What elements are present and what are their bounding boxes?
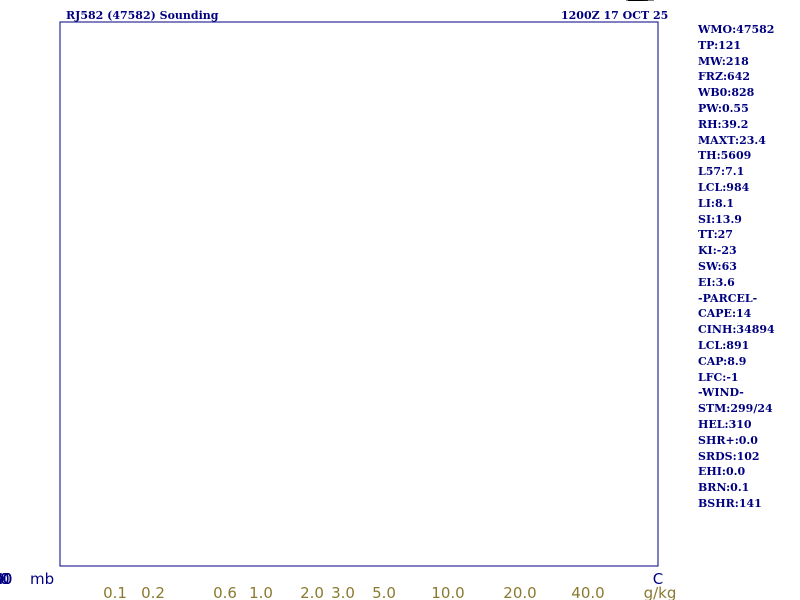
- mixing-ratio-tick: 0.6: [213, 584, 237, 600]
- pressure-label: 200: [23, 0, 52, 4]
- index-value: CINH:34894: [698, 323, 775, 337]
- index-value: BSHR:141: [698, 496, 762, 510]
- height-label: 7470 m: [66, 0, 116, 4]
- index-value: TH:5609: [698, 149, 752, 163]
- pressure-label: 700: [23, 0, 52, 4]
- temperature-tick: -10: [0, 570, 12, 588]
- temperature-tick: -50: [0, 570, 12, 588]
- mixing-ratio-tick: 20.0: [503, 584, 536, 600]
- height-label: 2064 m: [66, 0, 116, 4]
- height-label: 6502 m: [66, 0, 116, 4]
- mixing-ratio-tick: 3.0: [331, 584, 355, 600]
- index-value: LCL:891: [698, 338, 750, 352]
- index-value: L57:7.1: [698, 165, 745, 179]
- index-value: SI:13.9: [698, 212, 742, 226]
- height-label: 14030 m: [66, 0, 124, 4]
- mixing-ratio-tick: 0.1: [103, 584, 127, 600]
- mixing-ratio-tick: 0.2: [141, 584, 165, 600]
- index-value: PW:0.55: [698, 101, 749, 115]
- height-label: 1089 m: [66, 0, 116, 4]
- height-label: 12200 m: [66, 0, 124, 4]
- index-value: CAP:8.9: [698, 354, 747, 368]
- height-label: 3744 m: [66, 0, 116, 4]
- pressure-axis-label: mb: [30, 570, 54, 588]
- temperature-tick: -20: [0, 570, 12, 588]
- index-value: TP:121: [698, 38, 742, 52]
- index-value: WMO:47582: [698, 23, 775, 36]
- mixing-ratio-tick: 2.0: [300, 584, 324, 600]
- temperature-tick: 10: [0, 570, 10, 588]
- index-value: MAXT:23.4: [698, 133, 766, 147]
- temperature-tick: 40: [0, 570, 10, 588]
- temperature-tick: 0: [0, 570, 5, 588]
- height-label: 10750 m: [66, 0, 124, 4]
- index-value: MW:218: [698, 54, 749, 68]
- index-value: WB0:828: [698, 86, 755, 100]
- index-value: HEL:310: [698, 417, 752, 431]
- index-value: LI:8.1: [698, 196, 735, 210]
- height-label: 635 m: [66, 0, 108, 4]
- index-value: CAPE:14: [698, 307, 752, 321]
- height-label: 4375 m: [66, 0, 116, 4]
- indices-panel: WMO:47582 TP:121 MW:218 FRZ:642 WB0:828 PW:0.…: [698, 22, 798, 512]
- pressure-label: 300: [23, 0, 52, 4]
- temperature-tick: 30: [0, 570, 10, 588]
- temperature-axis-label: C: [653, 570, 663, 588]
- index-value: LFC:-1: [698, 370, 739, 384]
- height-label: 8435 m: [66, 0, 116, 4]
- index-value: -PARCEL-: [698, 291, 758, 305]
- height-label: 5810 m: [66, 0, 116, 4]
- index-value: TT:27: [698, 228, 733, 242]
- temperature-tick: 20: [0, 570, 10, 588]
- mixing-ratio-tick: 10.0: [431, 584, 464, 600]
- mixing-ratio-tick: 40.0: [571, 584, 604, 600]
- height-label: 9530 m: [66, 0, 116, 4]
- index-value: SW:63: [698, 259, 737, 273]
- plot-frame: [59, 21, 659, 567]
- index-value: KI:-23: [698, 244, 737, 258]
- height-label: 2595 m: [66, 0, 116, 4]
- pressure-label: 500: [23, 0, 52, 4]
- index-value: EI:3.6: [698, 275, 735, 289]
- index-value: FRZ:642: [698, 70, 751, 84]
- pressure-label: 800: [23, 0, 52, 4]
- index-value: BRN:0.1: [698, 481, 750, 495]
- index-value: SHR+:0.0: [698, 433, 758, 447]
- height-label: 1564 m: [66, 0, 116, 4]
- pressure-label: 400: [23, 0, 52, 4]
- sounding-time: 1200Z 17 OCT 25: [561, 9, 669, 22]
- index-value: STM:299/24: [698, 402, 773, 416]
- index-value: LCL:984: [698, 180, 750, 194]
- mixing-ratio-tick: 1.0: [249, 584, 273, 600]
- index-value: EHI:0.0: [698, 465, 746, 479]
- temperature-tick: -40: [0, 570, 12, 588]
- pressure-label: 900: [23, 0, 52, 4]
- mixing-ratio-tick: 5.0: [372, 584, 396, 600]
- pressure-label: 600: [23, 0, 52, 4]
- index-value: RH:39.2: [698, 117, 749, 131]
- temperature-tick: -30: [0, 570, 12, 588]
- height-label: 201 m: [66, 0, 108, 4]
- index-value: -WIND-: [698, 386, 744, 400]
- index-value: SRDS:102: [698, 449, 760, 463]
- height-label: 16480 m: [66, 0, 124, 4]
- pressure-label: 1000: [14, 0, 52, 4]
- pressure-label: 100: [23, 0, 52, 4]
- height-label: 5060 m: [66, 0, 116, 4]
- sounding-title: RJ582 (47582) Sounding: [66, 9, 219, 22]
- mixing-ratio-axis-label: g/kg: [644, 584, 677, 600]
- height-label: 3161 m: [66, 0, 116, 4]
